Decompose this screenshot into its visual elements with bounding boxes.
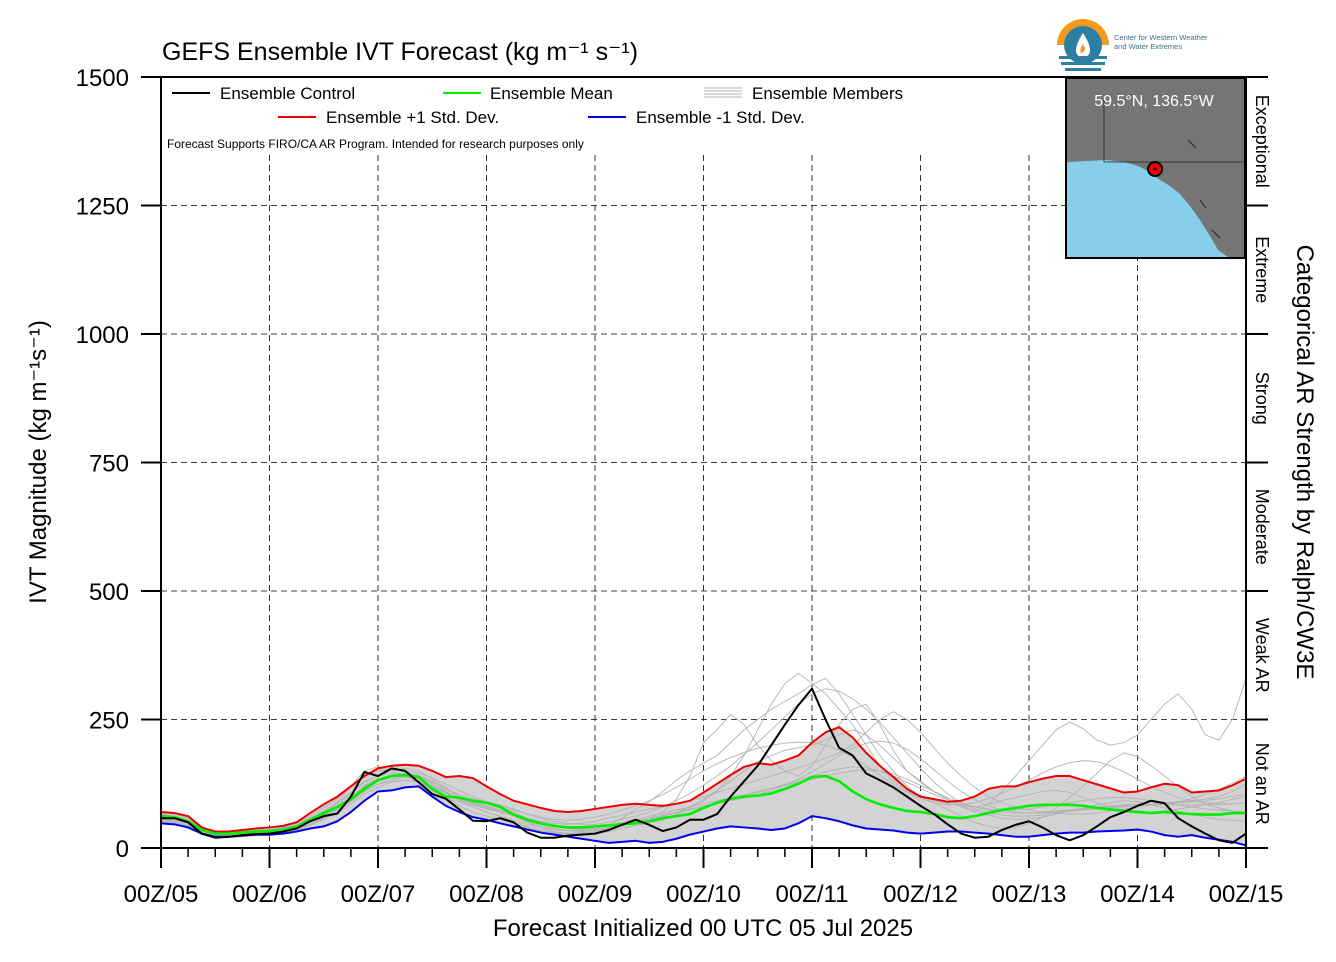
category-label: Not an AR — [1252, 743, 1272, 825]
y-tick-label: 1500 — [76, 65, 129, 92]
y-tick-label: 1250 — [76, 194, 129, 221]
logo-line2: and Water Extremes — [1114, 42, 1182, 51]
x-tick-label: 00Z/05 — [124, 881, 199, 908]
y-tick-label: 500 — [89, 579, 129, 606]
x-tick-label: 00Z/15 — [1209, 881, 1284, 908]
legend-members-swatch — [704, 87, 742, 98]
category-label: Weak AR — [1252, 618, 1272, 693]
legend-mean-label: Ensemble Mean — [490, 84, 613, 103]
x-tick-label: 00Z/06 — [232, 881, 307, 908]
x-tick-label: 00Z/13 — [992, 881, 1067, 908]
right-axis-title: Categorical AR Strength by Ralph/CW3E — [1291, 245, 1318, 680]
y-axis: 0 250 500 750 1000 1250 1500 — [76, 65, 161, 863]
ensemble-member-line — [160, 678, 1247, 836]
series-lines — [160, 687, 1247, 847]
legend-minus-std-label: Ensemble -1 Std. Dev. — [636, 108, 805, 127]
x-tick-label: 00Z/12 — [883, 881, 958, 908]
x-tick-label: 00Z/11 — [776, 881, 849, 908]
series-control-line — [161, 687, 1247, 844]
x-tick-label: 00Z/09 — [558, 881, 633, 908]
series-minus-std-line — [160, 785, 1247, 847]
map-location-label: 59.5°N, 136.5°W — [1094, 93, 1214, 110]
legend: Ensemble Control Ensemble Mean Ensemble … — [167, 84, 903, 151]
y-tick-label: 250 — [89, 708, 129, 735]
x-tick-label: 00Z/10 — [666, 881, 741, 908]
y-tick-label: 1000 — [76, 322, 129, 349]
ar-category-axis: Not an AR Weak AR Moderate Strong Extreme Exc… — [1246, 76, 1272, 849]
x-axis: 00Z/05 00Z/06 00Z/07 00Z/08 00Z/09 00Z/10 00Z/… — [124, 848, 1284, 908]
x-tick-label: 00Z/08 — [449, 881, 524, 908]
research-note: Forecast Supports FIRO/CA AR Program. In… — [167, 137, 584, 151]
x-tick-label: 00Z/07 — [341, 881, 416, 908]
grid-lines — [161, 155, 1246, 848]
category-label: Exceptional — [1252, 95, 1272, 188]
map-ocean — [1067, 160, 1228, 257]
ensemble-member-line — [160, 677, 1247, 836]
category-label: Strong — [1252, 372, 1272, 425]
x-axis-title: Forecast Initialized 00 UTC 05 Jul 2025 — [493, 915, 913, 942]
y-tick-label: 0 — [116, 836, 129, 863]
y-axis-title: IVT Magnitude (kg m⁻¹s⁻¹) — [25, 320, 52, 604]
legend-control-label: Ensemble Control — [220, 84, 355, 103]
y-tick-label: 750 — [89, 451, 129, 478]
series-mean-line — [160, 773, 1246, 835]
chart-title: GEFS Ensemble IVT Forecast (kg m⁻¹ s⁻¹) — [162, 38, 638, 66]
series-plus-std-line — [160, 726, 1247, 833]
category-label: Moderate — [1252, 489, 1272, 565]
logo-line1: Center for Western Weather — [1114, 33, 1208, 42]
ensemble-member-line — [160, 741, 1247, 834]
category-label: Extreme — [1252, 236, 1272, 303]
cw3e-logo: Center for Western Weather and Water Ext… — [1057, 19, 1208, 73]
x-tick-label: 00Z/14 — [1100, 881, 1175, 908]
legend-members-label: Ensemble Members — [752, 84, 903, 103]
legend-plus-std-label: Ensemble +1 Std. Dev. — [326, 108, 499, 127]
inset-map: 59.5°N, 136.5°W — [1065, 77, 1246, 259]
